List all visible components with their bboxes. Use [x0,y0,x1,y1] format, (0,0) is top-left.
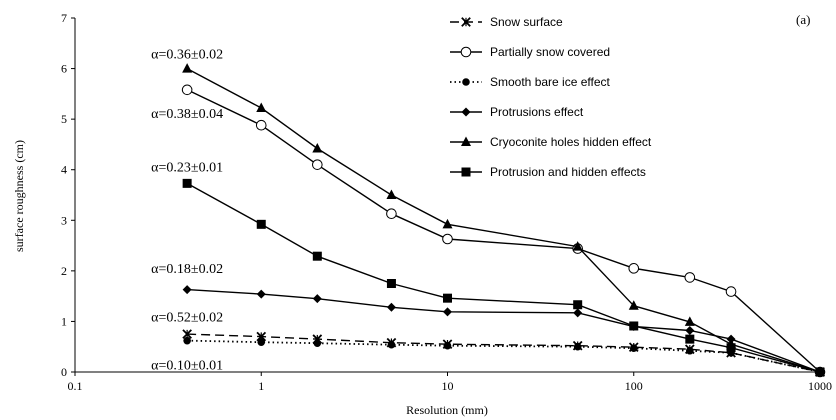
square-marker [726,343,736,353]
legend: Snow surface Partially snow covered Smooth… [450,15,652,179]
series-line [186,67,821,373]
y-tick-label: 2 [61,264,67,278]
square-marker [461,167,471,177]
diamond-marker [443,307,452,317]
triangle-marker [182,63,193,73]
series-line [187,288,821,373]
open-circle-marker [181,84,193,96]
x-axis-label: Resolution (mm) [406,403,488,417]
triangle-marker [256,102,267,113]
alpha-annotation: α=0.38±0.04 [151,107,223,122]
diamond-marker [312,294,322,304]
series-4 [182,285,825,377]
legend-label: Protrusion and hidden effects [490,165,646,179]
open-circle-marker [255,119,267,131]
diamond-marker [461,107,471,117]
open-circle-marker [442,233,453,245]
x-tick-label: 0.1 [68,379,83,393]
alpha-annotation: α=0.10±0.01 [151,358,223,373]
x-marker [461,17,471,27]
triangle-marker [572,241,583,251]
series-2 [181,84,826,378]
legend-item: Cryoconite holes hidden effect [450,135,652,149]
square-marker [573,300,583,310]
filled-circle-marker [573,342,582,351]
series-6 [182,178,825,377]
diamond-marker [386,302,396,312]
diamond-marker [256,289,266,299]
square-marker [685,334,695,344]
series-line [187,333,821,373]
series-line [187,339,821,373]
open-circle-marker [386,208,397,220]
legend-item: Partially snow covered [450,45,610,59]
series-line [186,182,821,373]
legend-label: Cryoconite holes hidden effect [490,135,652,149]
series-layer [181,63,826,378]
y-tick-label: 1 [61,314,67,328]
filled-circle-marker [462,78,470,86]
filled-circle-marker [183,336,191,345]
triangle-marker [386,189,397,199]
open-circle-marker [684,272,696,283]
legend-item: Protrusions effect [450,105,584,119]
y-tick-label: 0 [61,365,67,379]
triangle-marker [461,136,471,146]
filled-circle-marker [443,341,452,350]
triangle-marker [312,142,323,153]
series-line [186,89,821,373]
diamond-marker [182,285,192,295]
square-marker [386,279,396,288]
x-tick-label: 10 [442,379,454,393]
legend-label: Protrusions effect [490,105,584,119]
open-circle-marker [312,159,323,170]
filled-circle-marker [257,338,266,346]
triangle-marker [442,218,453,229]
y-tick-label: 3 [61,213,67,227]
x-tick-label: 1 [258,379,264,393]
y-tick-label: 4 [61,163,67,177]
square-marker [629,321,639,331]
filled-circle-marker [387,340,396,349]
square-marker [312,251,322,261]
filled-circle-marker [686,346,694,355]
panel-label: (a) [796,12,810,27]
annotations: α=0.36±0.02 α=0.38±0.04 α=0.23±0.01 α=0.18±… [151,47,223,373]
filled-circle-marker [313,339,322,347]
diamond-marker [573,308,583,318]
alpha-annotation: α=0.52±0.02 [151,310,223,325]
diamond-marker [685,326,695,336]
y-tick-label: 6 [61,62,67,76]
legend-item: Smooth bare ice effect [450,75,611,89]
alpha-annotation: α=0.23±0.01 [151,161,223,176]
legend-label: Partially snow covered [490,45,610,59]
open-circle-marker [460,46,472,58]
y-tick-label: 5 [61,112,67,126]
x-tick-label: 1000 [808,379,832,393]
alpha-annotation: α=0.18±0.02 [151,262,223,277]
square-marker [256,219,266,229]
square-marker [182,178,192,188]
y-axis-label: surface roughness (cm) [12,140,26,252]
triangle-marker [684,316,695,326]
legend-item: Protrusion and hidden effects [450,165,646,179]
open-circle-marker [725,286,737,297]
alpha-annotation: α=0.36±0.02 [151,47,223,62]
square-marker [443,293,452,303]
square-marker [815,367,825,377]
legend-item: Snow surface [450,15,563,29]
x-tick-label: 100 [625,379,643,393]
triangle-marker [628,300,639,310]
legend-label: Smooth bare ice effect [490,75,611,89]
filled-circle-marker [629,344,638,353]
y-tick-label: 7 [61,11,67,25]
open-circle-marker [628,263,640,274]
legend-label: Snow surface [490,15,563,29]
